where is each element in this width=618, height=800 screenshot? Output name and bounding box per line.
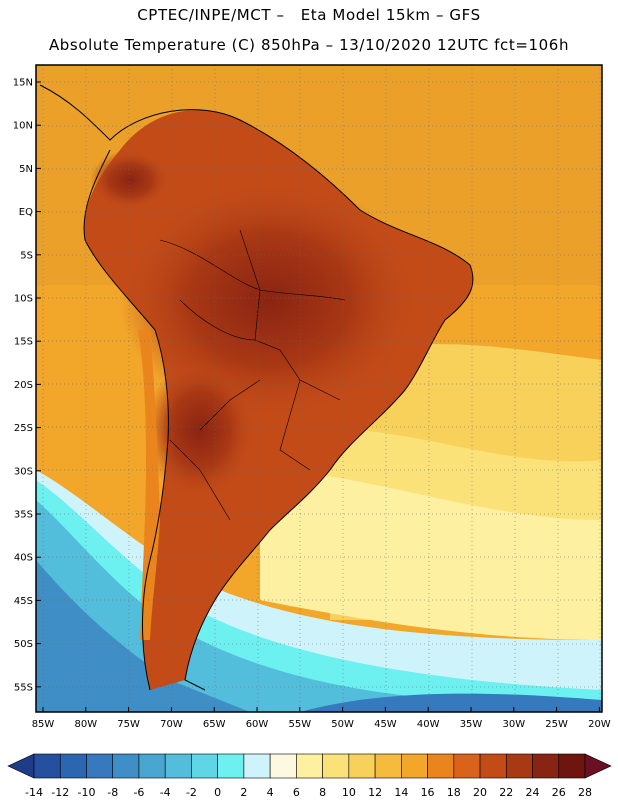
colorbar-label: 14 — [394, 786, 408, 799]
lon-label: 85W — [32, 719, 55, 730]
colorbar-label: 24 — [526, 786, 540, 799]
colorbar-label: 28 — [578, 786, 592, 799]
cold-belt-deep — [36, 560, 250, 712]
colorbar-label: 20 — [473, 786, 487, 799]
colorbar-swatch — [374, 753, 402, 779]
colorbar-label: 10 — [342, 786, 356, 799]
colorbar-max-arrow — [584, 753, 612, 779]
lat-label: 10N — [13, 121, 33, 132]
colorbar-label: 8 — [319, 786, 326, 799]
longitude-axis: 85W 80W 75W 70W 65W 60W 55W 50W 45W 40W 35W 30W 25W 2… — [32, 707, 611, 730]
colorbar-swatch — [401, 753, 428, 779]
lat-label: 15N — [13, 78, 33, 89]
colorbar-swatch — [269, 753, 297, 779]
colorbar-label: 18 — [447, 786, 461, 799]
lat-label: 5S — [20, 250, 33, 261]
colorbar-label: 0 — [214, 786, 221, 799]
colorbar-swatch — [86, 753, 114, 779]
colorbar-swatch — [427, 753, 455, 779]
lat-label: 55S — [14, 682, 33, 693]
colorbar-label: 6 — [293, 786, 300, 799]
colorbar-min-arrow — [7, 753, 35, 779]
lon-label: 55W — [288, 719, 311, 730]
colorbar-swatch — [453, 753, 481, 779]
temperature-field — [36, 65, 602, 712]
colorbar-swatch — [479, 753, 507, 779]
lon-label: 25W — [545, 719, 568, 730]
title-line-2: Absolute Temperature (C) 850hPa – 13/10/… — [48, 36, 570, 54]
colorbar-swatch — [59, 753, 87, 779]
lat-label: 35S — [14, 510, 33, 521]
lat-label: EQ — [19, 207, 33, 218]
lon-label: 30W — [502, 719, 525, 730]
colorbar-label: -2 — [186, 786, 197, 799]
lat-label: 25S — [14, 423, 33, 434]
colorbar-label: 26 — [552, 786, 566, 799]
colorbar-label: -12 — [51, 786, 69, 799]
colorbar-swatch — [243, 753, 271, 779]
cold-belt-south — [300, 693, 602, 712]
colorbar-swatch — [558, 753, 586, 779]
lat-label: 15S — [14, 337, 33, 348]
colorbar-swatch — [217, 753, 245, 779]
colorbar-swatch — [33, 753, 61, 779]
south-atlantic-lighter — [260, 470, 602, 640]
colorbar-swatch — [191, 753, 218, 779]
lon-label: 65W — [203, 719, 226, 730]
lat-label: 10S — [14, 294, 33, 305]
lat-label: 5N — [19, 164, 33, 175]
lat-label: 20S — [14, 380, 33, 391]
lon-label: 20W — [588, 719, 611, 730]
lon-label: 45W — [374, 719, 397, 730]
lat-label: 30S — [14, 466, 33, 477]
colorbar-label: -14 — [25, 786, 43, 799]
coastline — [39, 84, 474, 691]
colorbar-label: -10 — [77, 786, 95, 799]
colorbar-label: -8 — [107, 786, 118, 799]
lon-label: 80W — [74, 719, 97, 730]
lon-label: 60W — [246, 719, 269, 730]
colorbar-swatch — [296, 753, 323, 779]
lat-label: 50S — [14, 639, 33, 650]
latitude-axis: 15N 10N 5N EQ 5S 10S 15S 20S 25S 30S 35S 40S 45S 50S 5… — [13, 78, 41, 693]
colorbar-label: 2 — [240, 786, 247, 799]
colorbar-label: 12 — [368, 786, 382, 799]
lat-label: 40S — [14, 553, 33, 564]
lon-label: 70W — [160, 719, 183, 730]
lon-label: 75W — [117, 719, 140, 730]
lon-label: 35W — [460, 719, 483, 730]
colorbar-swatch — [138, 753, 166, 779]
colorbar-swatch — [505, 753, 533, 779]
amazon-hot-core — [120, 180, 420, 420]
venezuela-hot-core — [90, 150, 170, 210]
colorbar-swatch — [112, 753, 140, 779]
lon-label: 40W — [417, 719, 440, 730]
title-line-1: CPTEC/INPE/MCT – Eta Model 15km – GFS — [137, 6, 481, 24]
colorbar-label: -4 — [160, 786, 171, 799]
colorbar-swatch — [164, 753, 192, 779]
colorbar-label: 16 — [421, 786, 435, 799]
colorbar-swatch — [322, 753, 350, 779]
colorbar-label: 22 — [499, 786, 513, 799]
country-borders — [159, 229, 346, 521]
colorbar-swatch — [348, 753, 376, 779]
lat-label: 45S — [14, 596, 33, 607]
colorbar: -14 -12 -10 -8 -6 -4 -2 0 2 4 6 8 10 12 14 16 18 20 22 24 26… — [7, 753, 612, 799]
colorbar-label: -6 — [133, 786, 144, 799]
colorbar-swatch — [532, 753, 560, 779]
andes-cool-strip — [138, 330, 160, 640]
lon-label: 50W — [331, 719, 354, 730]
colorbar-label: 4 — [267, 786, 274, 799]
map-border — [35, 64, 603, 713]
